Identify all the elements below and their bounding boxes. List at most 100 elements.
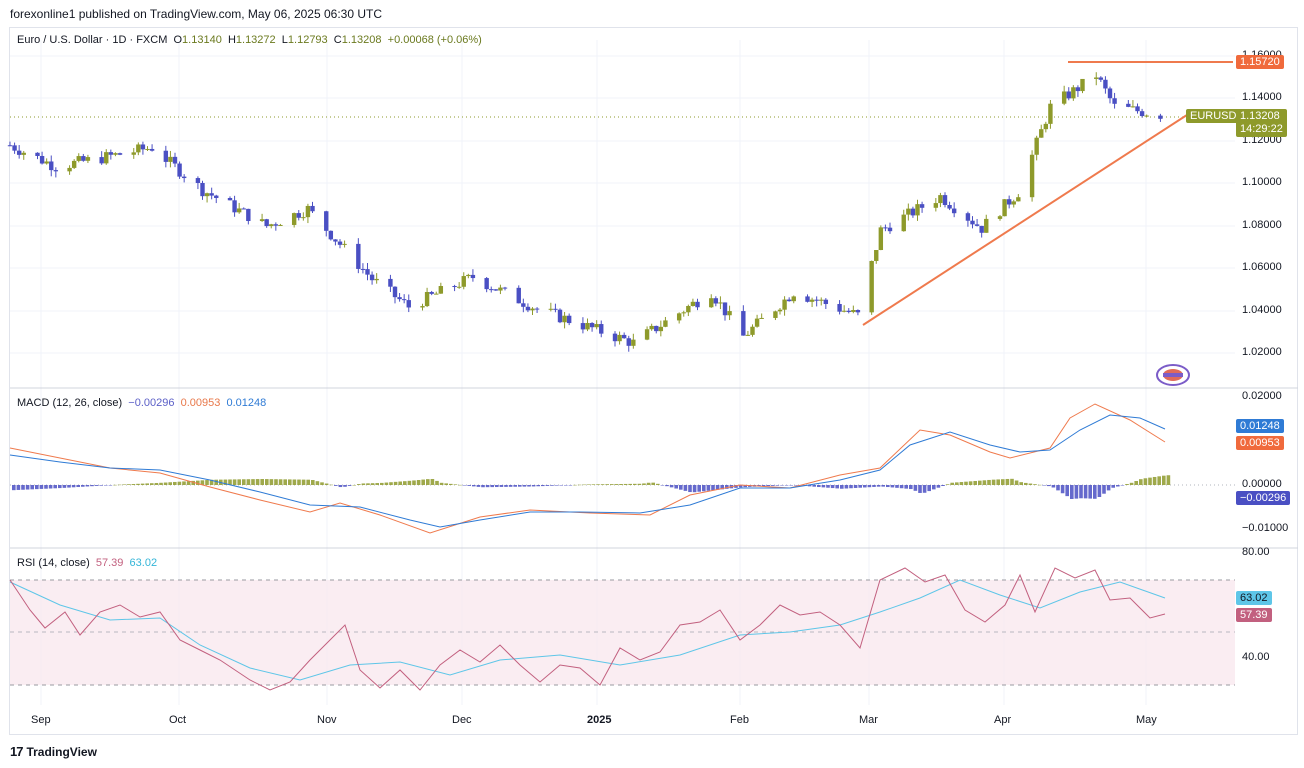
candle-body <box>397 297 402 300</box>
histogram-bar <box>789 485 793 486</box>
histogram-bar <box>173 481 177 485</box>
candle-body <box>709 298 714 308</box>
macd-line <box>9 414 1166 528</box>
price-tick-label: 1.04000 <box>1242 304 1282 316</box>
histogram-bar <box>403 481 407 485</box>
candle-body <box>44 161 49 164</box>
candle-body <box>874 250 879 261</box>
histogram-bar <box>242 479 246 485</box>
histogram-bar <box>706 485 711 491</box>
histogram-bar <box>278 479 283 485</box>
candle-body <box>974 224 980 226</box>
histogram-bar <box>12 485 16 491</box>
tv-watermark-icon[interactable] <box>1156 364 1190 386</box>
histogram-bar <box>81 485 85 487</box>
macd-legend[interactable]: MACD (12, 26, close) −0.00296 0.00953 0.… <box>17 397 267 409</box>
candle-body <box>750 326 755 335</box>
histogram-bar <box>964 481 968 485</box>
histogram-bar <box>1116 485 1120 487</box>
histogram-bar <box>849 485 853 489</box>
histogram-bar <box>131 484 136 485</box>
candle-body <box>965 213 971 221</box>
histogram-bar <box>692 485 697 493</box>
histogram-bar <box>527 485 531 487</box>
candle-body <box>163 150 169 162</box>
candle-body <box>1103 79 1108 89</box>
trendline[interactable] <box>862 112 1191 326</box>
histogram-bar <box>1162 475 1166 485</box>
histogram-bar <box>840 485 844 489</box>
histogram-bar <box>426 479 430 485</box>
histogram-bar <box>932 485 936 490</box>
histogram-bar <box>449 483 453 485</box>
histogram-bar <box>145 483 149 485</box>
candle-body <box>67 167 72 172</box>
histogram-bar <box>384 482 389 485</box>
histogram-bar <box>830 485 835 489</box>
histogram-bar <box>1010 478 1014 485</box>
tradingview-logo-icon: 17 <box>10 744 24 759</box>
candle-body <box>452 286 457 288</box>
candle-body <box>534 308 540 310</box>
candle-body <box>621 334 627 339</box>
histogram-bar <box>1001 479 1005 485</box>
histogram-bar <box>1083 485 1088 499</box>
candle-body <box>136 144 141 153</box>
histogram-bar <box>835 485 839 489</box>
candle-body <box>644 329 650 340</box>
rsi-legend[interactable]: RSI (14, close) 57.39 63.02 <box>17 557 158 569</box>
candle-body <box>851 310 856 312</box>
histogram-bar <box>122 484 126 485</box>
histogram-bar <box>738 485 743 488</box>
histogram-bar <box>485 485 490 488</box>
candle-body <box>745 334 751 336</box>
signal-line-tag: 0.00953 <box>1236 436 1284 450</box>
histogram-bar <box>292 479 297 485</box>
candle-body <box>589 322 595 328</box>
histogram-bar <box>600 484 605 485</box>
candle-body <box>53 170 59 172</box>
histogram-bar <box>545 485 550 486</box>
histogram-bar <box>462 485 467 486</box>
histogram-bar <box>136 483 140 485</box>
candle-body <box>713 298 719 304</box>
histogram-bar <box>421 479 425 485</box>
histogram-bar <box>1051 485 1056 488</box>
candle-body <box>1011 201 1016 205</box>
histogram-bar <box>255 479 260 485</box>
candle-body <box>617 334 622 342</box>
candle-body <box>1061 91 1067 104</box>
candle-body <box>910 208 916 216</box>
candle-body <box>324 211 329 231</box>
symbol-title[interactable]: Euro / U.S. Dollar · 1D · FXCM <box>17 34 168 46</box>
histogram-bar <box>950 482 954 485</box>
footer-brand[interactable]: 17 TradingView <box>10 744 97 759</box>
countdown: 14:29:22 <box>1240 123 1283 135</box>
histogram-bar <box>674 485 678 489</box>
rsi-ma-line <box>9 579 1166 681</box>
candle-body <box>997 216 1003 219</box>
candle-body <box>140 144 146 150</box>
candle-body <box>823 299 829 305</box>
histogram-bar <box>306 479 310 485</box>
histogram-bar <box>978 480 982 485</box>
candle-body <box>1144 115 1149 117</box>
histogram-bar <box>85 485 90 487</box>
candle-body <box>232 200 237 213</box>
candle-body <box>1130 106 1136 108</box>
histogram-bar <box>1120 485 1125 486</box>
histogram-bar <box>633 483 637 485</box>
histogram-bar <box>1093 485 1097 499</box>
histogram-bar <box>177 481 182 485</box>
histogram-bar <box>1047 485 1051 487</box>
histogram-bar <box>642 483 646 485</box>
candle-body <box>970 220 975 225</box>
candle-body <box>599 324 604 334</box>
candle-body <box>841 310 847 312</box>
histogram-bar <box>265 479 269 485</box>
candle-body <box>869 260 874 313</box>
histogram-bar <box>389 482 393 485</box>
candle-body <box>722 302 728 316</box>
candle-body <box>177 163 182 177</box>
